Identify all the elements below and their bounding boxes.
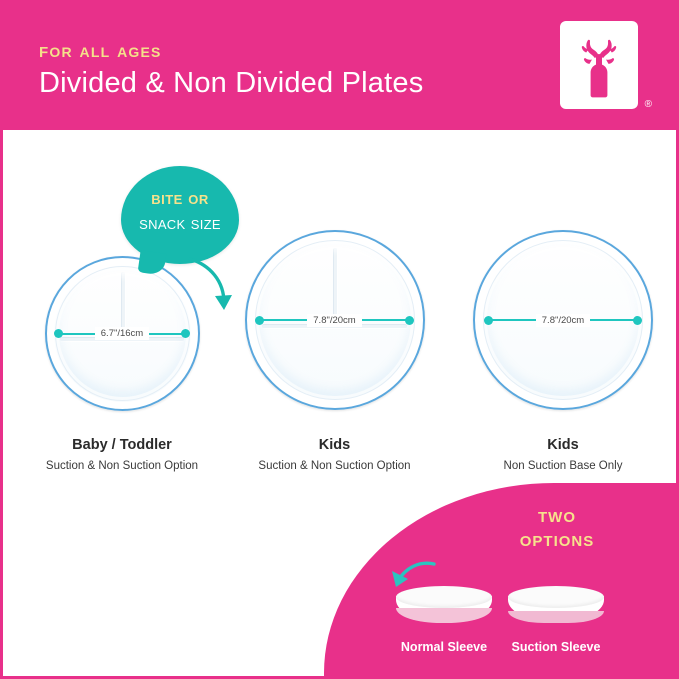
option-suction-sleeve: Suction Sleeve: [508, 586, 604, 654]
measure-arrow-baby: 6.7"/16cm: [54, 327, 190, 340]
sleeve-top: [396, 586, 492, 608]
plate-divider-vertical: [120, 271, 126, 337]
plate-name: Kids: [318, 437, 351, 453]
header-banner: For All Ages Divided & Non Divided Plate…: [3, 3, 676, 130]
plate-subtitle: Non Suction Base Only: [503, 460, 623, 472]
measure-arrow-kids-plain: 7.8"/20cm: [483, 313, 643, 327]
header-eyebrow: For All Ages: [39, 37, 162, 62]
callout-line-2: Snack Size: [139, 213, 221, 233]
plate-kids-divided: 7.8"/20cm: [244, 230, 425, 410]
plate-name: Kids: [547, 437, 579, 453]
deer-logo-icon: [568, 28, 630, 102]
page-title: Divided & Non Divided Plates: [39, 67, 424, 99]
measure-label: 6.7"/16cm: [94, 327, 150, 340]
two-options-heading: Two Options: [462, 503, 652, 551]
plate-illustration-baby: 6.7"/16cm: [17, 256, 227, 411]
plate-baby-divided: 6.7"/16cm: [44, 256, 200, 411]
plate-illustration-kids-plain: 7.8"/20cm: [458, 230, 668, 410]
plate-inner-ring: [254, 240, 415, 400]
plate-card-kids-divided: 7.8"/20cm Kids Suction & Non Suction Opt…: [232, 130, 437, 472]
plate-illustration-kids-divided: 7.8"/20cm: [232, 230, 437, 410]
callout-line-1: Bite or: [151, 188, 209, 208]
plate-name: Baby / Toddler: [72, 437, 172, 453]
measure-endpoint-left: [54, 329, 64, 338]
suction-sleeve-illustration: [508, 586, 604, 632]
option-label: Suction Sleeve: [511, 640, 601, 654]
measure-arrow-kids-divided: 7.8"/20cm: [255, 313, 414, 327]
plate-inner-ring: [483, 240, 643, 400]
options-arrow-icon: [392, 561, 436, 587]
option-label: Normal Sleeve: [400, 640, 488, 654]
plate-subtitle: Suction & Non Suction Option: [45, 460, 199, 472]
measure-endpoint-right: [633, 315, 643, 325]
measure-endpoint-left: [483, 315, 493, 325]
sleeve-band: [508, 611, 604, 623]
option-normal-sleeve: Normal Sleeve: [396, 586, 492, 654]
measure-label: 7.8"/20cm: [535, 313, 591, 327]
registered-trademark: ®: [644, 99, 652, 110]
two-options-heading-line1: Two: [538, 502, 576, 527]
plate-kids-non-divided: 7.8"/20cm: [473, 230, 653, 410]
measure-endpoint-right: [180, 329, 190, 338]
measure-endpoint-left: [255, 315, 265, 325]
measure-label: 7.8"/20cm: [307, 313, 362, 327]
callout-arrow-icon: [188, 257, 232, 310]
normal-sleeve-illustration: [396, 586, 492, 632]
plate-card-kids-non-divided: 7.8"/20cm Kids Non Suction Base Only: [458, 130, 668, 472]
plates-row: 6.7"/16cm Baby / Toddler Suction & Non S…: [3, 130, 676, 490]
plate-card-baby-toddler: 6.7"/16cm Baby / Toddler Suction & Non S…: [17, 130, 227, 472]
plate-subtitle: Suction & Non Suction Option: [258, 460, 411, 472]
sleeve-band: [396, 608, 492, 623]
brand-logo: [560, 21, 638, 109]
sleeve-top: [508, 586, 604, 608]
measure-endpoint-right: [404, 315, 414, 325]
plate-divider-vertical: [333, 247, 338, 324]
two-options-heading-line2: Options: [519, 526, 595, 552]
bite-size-callout: Bite or Snack Size: [121, 166, 239, 276]
two-options-panel: Two Options Normal Sleeve Suction Sleeve: [324, 483, 676, 676]
